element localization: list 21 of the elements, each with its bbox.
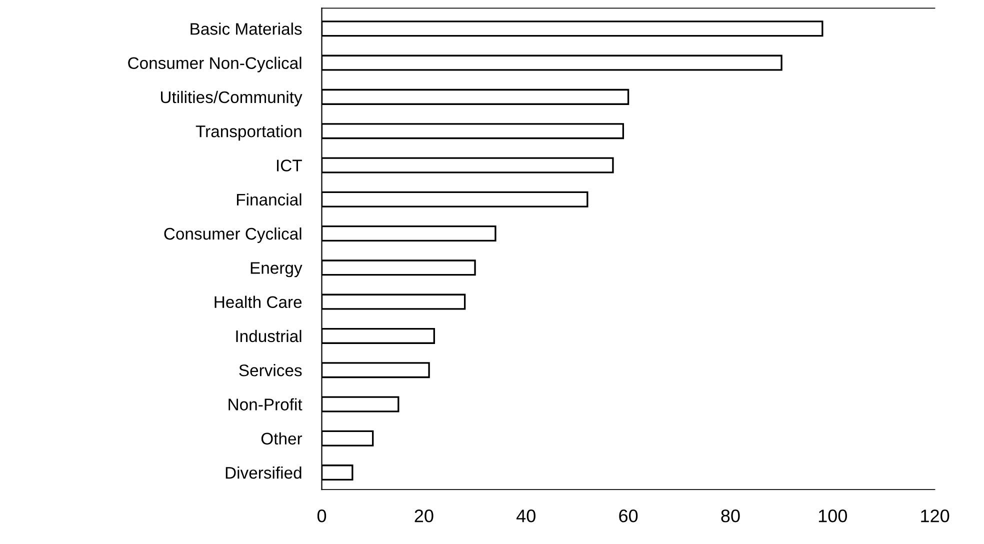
y-tick-label: Consumer Non-Cyclical <box>128 56 302 72</box>
x-tick-label: 120 <box>921 510 950 522</box>
y-tick-label: Other <box>261 432 302 445</box>
y-tick-label: Health Care <box>214 296 302 308</box>
y-tick-label: Transportation <box>196 125 302 141</box>
y-tick-label: Financial <box>236 193 302 206</box>
y-tick-label: Non-Profit <box>228 398 302 410</box>
y-tick-label: Industrial <box>236 330 302 342</box>
x-tick-label: 20 <box>414 510 434 522</box>
y-tick-label: Services <box>239 364 302 376</box>
x-tick-label: 100 <box>818 510 847 522</box>
x-tick-label: 40 <box>516 510 536 522</box>
y-tick-label: Utilities/Community <box>160 90 302 106</box>
x-tick-label: 0 <box>317 510 326 522</box>
y-tick-label: Energy <box>250 262 302 278</box>
x-tick-label: 80 <box>721 510 740 522</box>
y-tick-label: ICT <box>277 160 302 172</box>
y-tick-label: Diversified <box>226 466 302 479</box>
y-tick-label: Basic Materials <box>190 22 302 35</box>
y-tick-label: Consumer Cyclical <box>164 227 302 244</box>
x-tick-label: 60 <box>619 510 638 522</box>
